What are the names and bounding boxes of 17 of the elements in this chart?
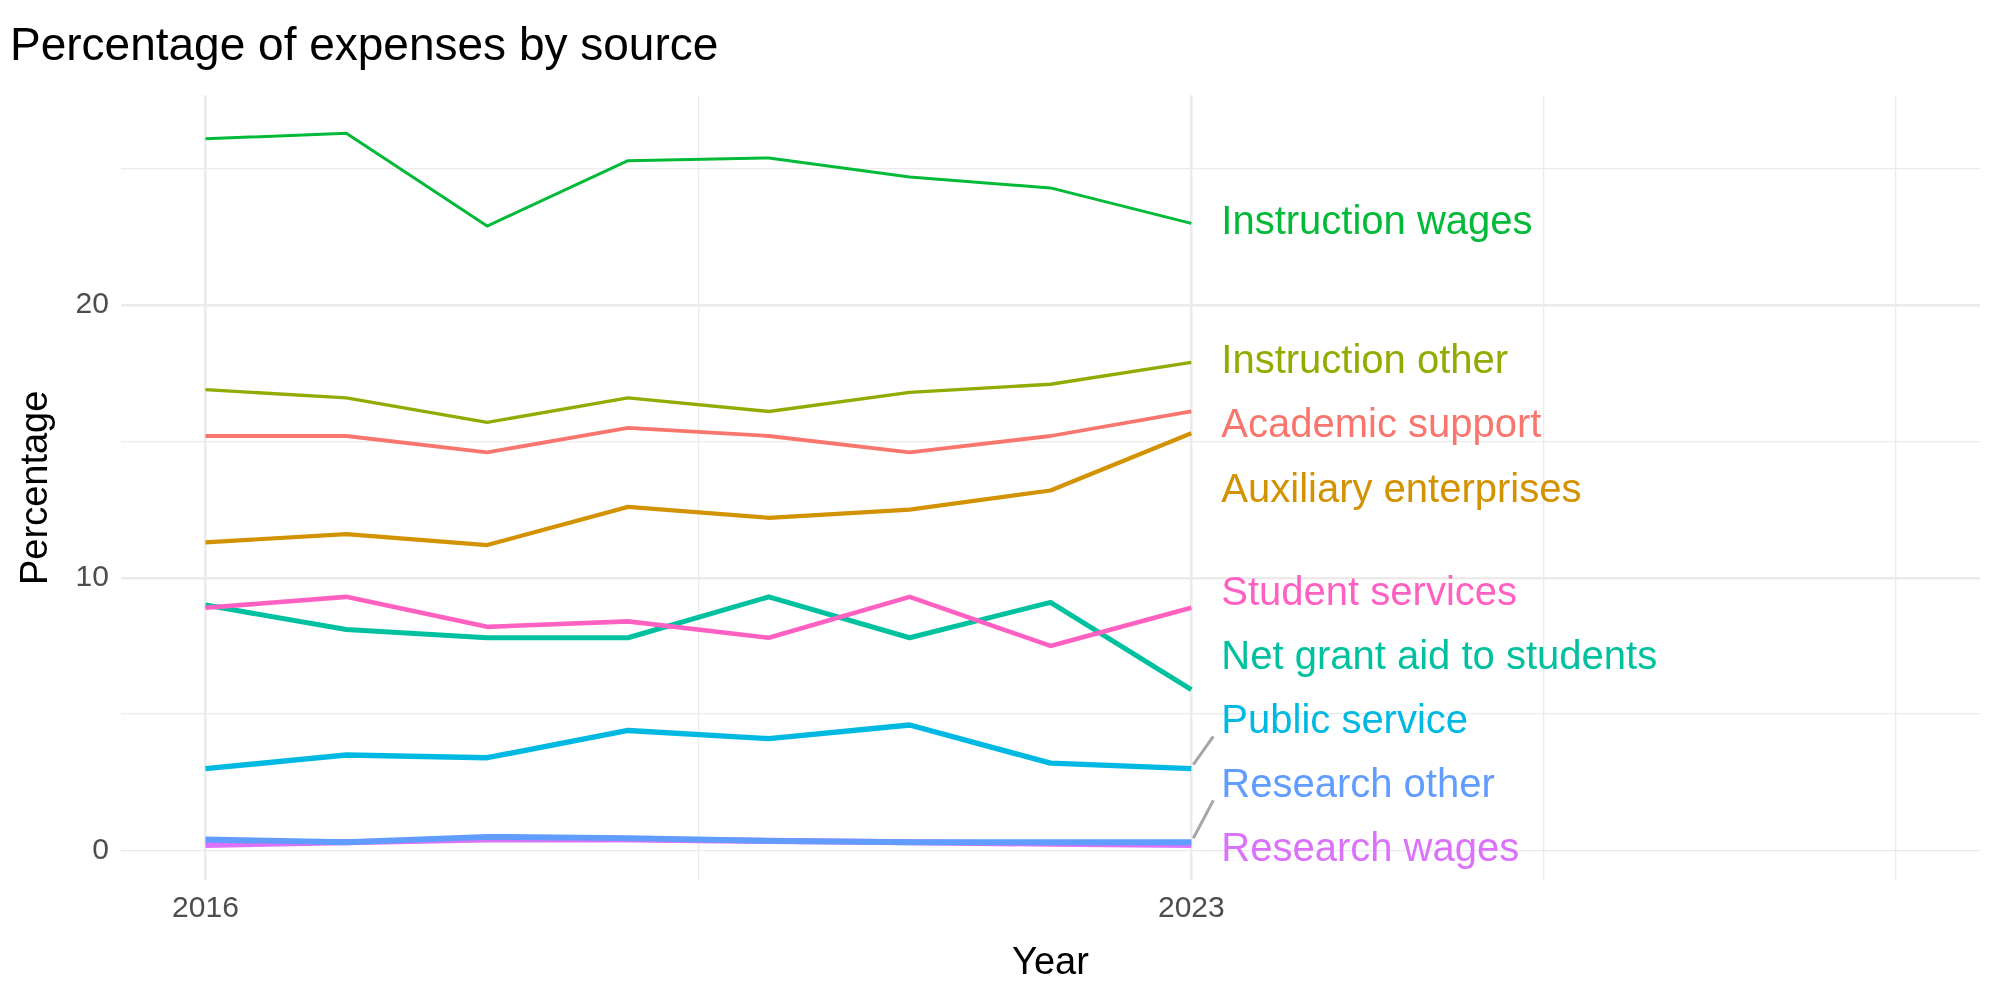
- series-label: Net grant aid to students: [1221, 633, 1658, 678]
- y-tick-label: 10: [75, 559, 109, 593]
- x-tick-label: 2016: [172, 889, 239, 923]
- series-label: Research wages: [1221, 825, 1520, 870]
- y-tick-label: 20: [75, 286, 109, 320]
- y-tick-label: 0: [92, 831, 109, 865]
- series-label: Academic support: [1221, 401, 1542, 446]
- series-label: Instruction other: [1221, 337, 1509, 382]
- series-label: Student services: [1221, 569, 1518, 614]
- series-label: Public service: [1221, 697, 1469, 742]
- series-label: Research other: [1221, 761, 1495, 806]
- y-axis-title: Percentage: [13, 390, 56, 585]
- chart-title: Percentage of expenses by source: [10, 18, 719, 71]
- series-label: Auxiliary enterprises: [1221, 465, 1582, 510]
- x-axis-title: Year: [1012, 939, 1090, 982]
- series-label: Instruction wages: [1221, 198, 1533, 243]
- x-tick-label: 2023: [1157, 889, 1225, 923]
